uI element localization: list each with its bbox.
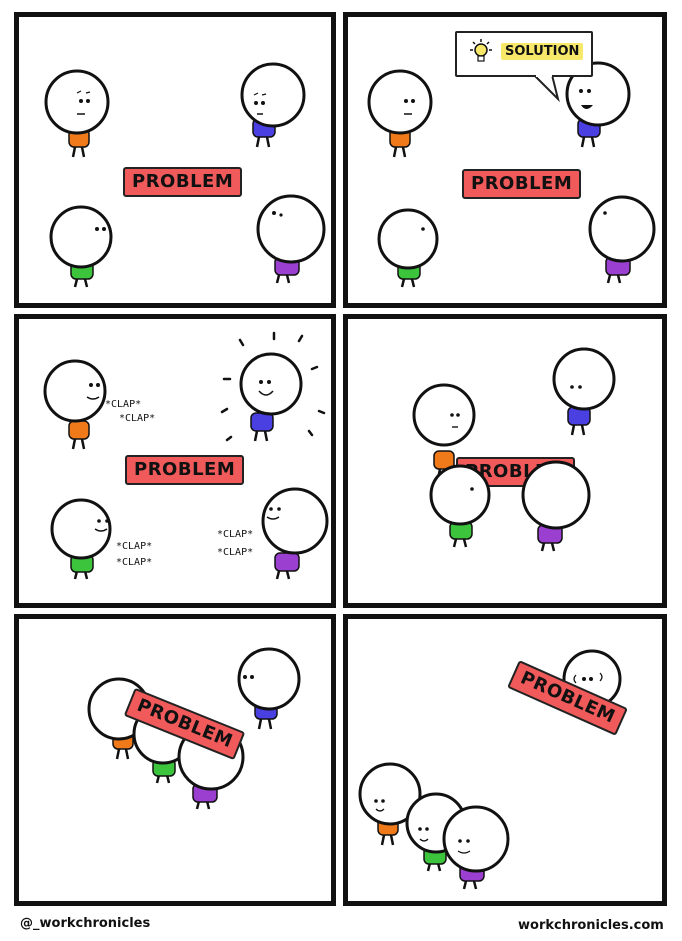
speech-bubble-tail (533, 74, 560, 103)
character-purple (256, 194, 326, 284)
problem-label: PROBLEM (125, 455, 245, 485)
character-purple (588, 195, 656, 284)
character-green (429, 464, 491, 548)
comic-panel-5: PROBLEM (14, 614, 336, 906)
website-url: workchronicles.com (518, 918, 664, 933)
character-green (49, 205, 113, 288)
character-blue (237, 647, 301, 730)
clap-text: *CLAP* (217, 547, 254, 558)
comic-panel-4: PROBLEM (343, 314, 667, 608)
character-purple (261, 487, 329, 580)
panel-4-art (412, 347, 616, 552)
speech-bubble-tail-cover (536, 73, 552, 77)
character-purple (442, 805, 510, 890)
problem-label: PROBLEM (462, 169, 582, 199)
lightbulb-icon (470, 39, 492, 62)
character-orange (43, 359, 107, 450)
character-orange (44, 69, 110, 158)
character-orange (367, 69, 433, 158)
solution-label: SOLUTION (501, 43, 584, 60)
comic-panel-3: *CLAP* *CLAP* *CLAP* *CLAP* *CLAP* *CLAP… (14, 314, 336, 608)
character-green (50, 498, 112, 580)
character-blue (552, 347, 616, 436)
character-blue-glowing (220, 331, 326, 442)
panel-1-art (44, 62, 326, 288)
character-orange (358, 762, 422, 846)
character-blue (240, 62, 306, 148)
panel-5-art (87, 647, 301, 810)
problem-label: PROBLEM (123, 167, 243, 197)
clap-text: *CLAP* (116, 541, 153, 552)
clap-text: *CLAP* (116, 557, 153, 568)
panel-3-art (43, 331, 329, 580)
character-blue-excited (565, 61, 631, 148)
panel-2-art (367, 61, 656, 288)
character-orange (412, 383, 476, 480)
panel-6-art (358, 649, 622, 890)
comic-panel-1: PROBLEM (14, 12, 336, 308)
author-handle: @_workchronicles (20, 916, 151, 931)
comic-panel-6: PROBLEM (343, 614, 667, 906)
character-green (377, 208, 439, 288)
comic-panel-2: SOLUTION PROBLEM (343, 12, 667, 308)
clap-text: *CLAP* (105, 399, 142, 410)
character-purple (521, 460, 591, 552)
clap-text: *CLAP* (119, 413, 156, 424)
clap-text: *CLAP* (217, 529, 254, 540)
